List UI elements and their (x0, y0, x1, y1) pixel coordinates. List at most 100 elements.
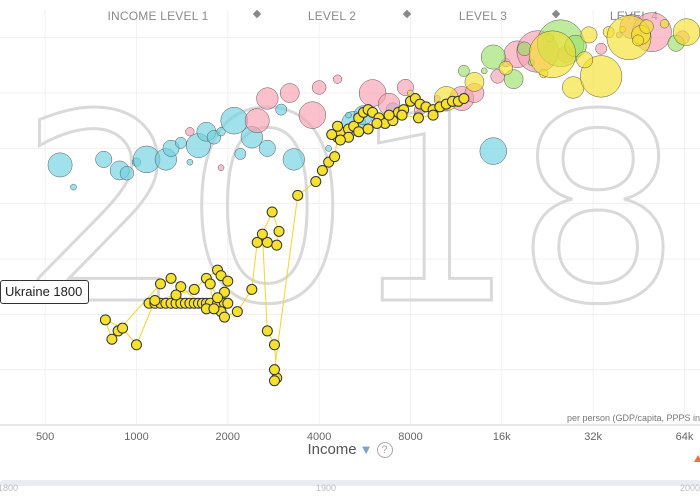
x-tick-label: 64k (676, 431, 694, 443)
trail-point (458, 93, 470, 105)
trail-point (99, 314, 111, 326)
bubble-asia (298, 101, 327, 129)
trail-point (326, 129, 338, 140)
trail-point (212, 292, 224, 304)
trail-point (268, 364, 280, 376)
bubble-africa (47, 152, 73, 178)
level-divider-icon (551, 9, 561, 19)
trail-point (268, 375, 280, 387)
trail-point (208, 303, 220, 315)
bubble-europe (580, 26, 598, 44)
bubble-africa (234, 148, 247, 160)
trail-point (271, 239, 283, 251)
x-axis-ticks: 500 1000 2000 4000 8000 16k 32k 64k (36, 431, 694, 443)
timeline-label-1900: 1900 (316, 483, 337, 493)
timeline-label-1800: 1800 (0, 483, 19, 493)
trail-point (383, 109, 395, 121)
timeline-track[interactable] (0, 480, 700, 486)
level-label-1: INCOME LEVEL 1 (107, 9, 208, 23)
bubble-europe (639, 19, 654, 34)
bubble-africa (275, 103, 288, 116)
x-axis-title-text[interactable]: Income (307, 441, 357, 458)
trail-point (316, 164, 328, 176)
timeline-label-2000: 2000 (680, 483, 700, 493)
trail-point (353, 126, 365, 138)
bubble-europe (576, 51, 594, 69)
bubble-europe (498, 60, 514, 76)
bubble-africa (119, 166, 135, 181)
trail-point (332, 120, 344, 132)
trail-point (334, 134, 346, 146)
bubble-europe (580, 55, 623, 98)
level-divider-icon (402, 9, 412, 19)
trail-point (130, 339, 142, 351)
trail-point (310, 176, 322, 188)
trail-point (273, 225, 285, 237)
bubble-europe (632, 34, 644, 47)
level-label-3: LEVEL 3 (459, 9, 507, 23)
trail-point (106, 333, 118, 345)
bubble-asia (311, 80, 327, 95)
ukraine-trail (99, 93, 470, 387)
income-level-labels: INCOME LEVEL 1 LEVEL 2 LEVEL 3 LEVEL 4 (107, 9, 658, 23)
bubble-asia (333, 74, 343, 84)
bubble-europe (659, 19, 670, 29)
trail-point (362, 123, 374, 135)
bubble-africa (216, 127, 226, 137)
trail-point (175, 281, 187, 293)
bubble-africa (186, 158, 194, 166)
trail-point (261, 325, 273, 337)
x-tick-label: 4000 (307, 431, 331, 443)
x-tick-label: 8000 (398, 431, 422, 443)
bubble-africa (95, 150, 113, 168)
bubble-europe (528, 30, 577, 78)
x-tick-label: 1000 (124, 431, 148, 443)
trail-point (266, 206, 278, 218)
bubble-chart: 2018 INCOME LEVEL 1 LEVEL 2 LEVEL 3 LEVE… (0, 9, 700, 462)
trail-point (268, 339, 280, 351)
trail-point (246, 283, 258, 295)
help-icon[interactable]: ? (376, 442, 393, 459)
bubble-africa (325, 145, 332, 152)
x-axis-title[interactable]: Income ▼? (0, 441, 700, 459)
bubble-asia (185, 127, 195, 137)
trail-point (170, 289, 182, 301)
trail-point (427, 109, 439, 121)
trail-point (329, 151, 341, 163)
trail-point (412, 112, 424, 124)
bubble-africa (174, 136, 187, 149)
year-watermark: 2018 (19, 60, 681, 362)
trail-point (117, 322, 129, 334)
trail-point (149, 295, 161, 306)
trail-point (292, 189, 304, 201)
bubble-africa (70, 183, 77, 191)
bubble-africa (345, 111, 352, 119)
trail-point (222, 297, 234, 309)
bubble-europe (464, 72, 485, 92)
bubble-asia (244, 108, 270, 134)
x-tick-label: 2000 (216, 431, 240, 443)
bubble-africa (479, 137, 507, 165)
trail-point (154, 278, 166, 290)
x-tick-label: 16k (493, 431, 511, 443)
timeline-slider[interactable]: 1800 1900 2000 (0, 472, 700, 500)
x-tick-label: 500 (36, 431, 54, 443)
bubble-americas (480, 44, 506, 70)
bubble-africa (258, 139, 276, 157)
chevron-down-icon[interactable]: ▼ (359, 442, 373, 457)
axis-footnote: per person (GDP/capita, PPPS in (567, 413, 700, 423)
country-tooltip: Ukraine 1800 (0, 280, 90, 304)
level-divider-icon (252, 9, 262, 19)
bubble-americas (480, 67, 488, 75)
bubble-americas (458, 65, 470, 77)
bubble-asia (279, 83, 300, 103)
bubble-asia (217, 164, 225, 171)
level-label-2: LEVEL 2 (308, 9, 356, 23)
trail-point (218, 311, 230, 323)
trail-point (396, 109, 408, 121)
trail-point (231, 306, 243, 318)
trail-point (256, 228, 268, 240)
trail-point (204, 278, 216, 290)
bubble-africa (282, 148, 305, 171)
x-tick-label: 32k (584, 431, 602, 443)
